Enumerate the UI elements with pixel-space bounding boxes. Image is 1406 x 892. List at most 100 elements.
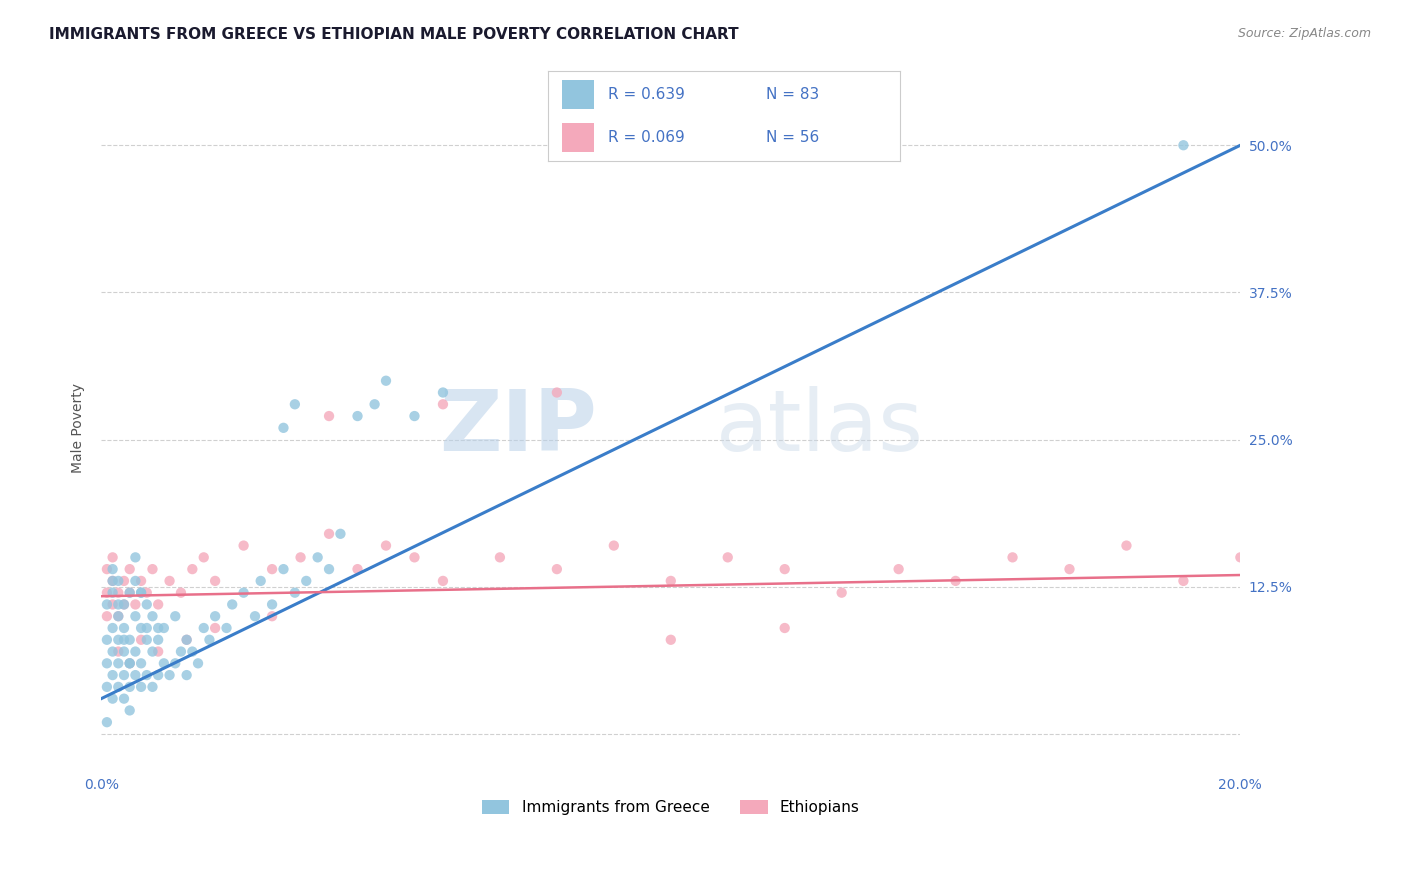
Point [124,609,146,624]
Point [118,657,141,671]
Point [546,562,568,576]
Text: Source: ZipAtlas.com: Source: ZipAtlas.com [1237,27,1371,40]
Point [135,668,157,682]
Point [118,585,141,599]
Point [112,574,135,588]
Point [129,621,152,635]
Point [146,644,169,658]
Point [262,609,284,624]
Point [118,657,141,671]
Point [146,621,169,635]
Point [146,632,169,647]
Point [129,585,152,599]
Point [204,574,226,588]
Point [193,621,215,635]
Point [146,598,169,612]
Legend: Immigrants from Greece, Ethiopians: Immigrants from Greece, Ethiopians [474,793,868,823]
Text: ZIP: ZIP [439,386,596,469]
Point [375,374,398,388]
Point [204,621,226,635]
Point [107,680,129,694]
Point [141,562,163,576]
Point [232,539,254,553]
Text: N = 83: N = 83 [766,87,820,102]
Point [176,632,198,647]
Point [181,562,204,576]
Point [153,657,176,671]
Point [603,539,626,553]
Point [318,409,340,423]
Point [101,668,124,682]
Point [129,574,152,588]
Point [1115,539,1137,553]
Point [165,609,187,624]
Point [107,574,129,588]
Point [135,632,157,647]
Point [101,621,124,635]
Point [96,598,118,612]
Text: atlas: atlas [717,386,924,469]
Point [107,609,129,624]
Point [249,574,271,588]
Point [107,609,129,624]
Point [717,550,740,565]
Point [887,562,910,576]
Point [232,585,254,599]
Point [124,550,146,565]
Point [101,598,124,612]
Point [135,598,157,612]
Point [159,668,181,682]
Point [141,644,163,658]
Point [187,657,209,671]
Point [101,691,124,706]
Point [124,598,146,612]
Point [135,585,157,599]
FancyBboxPatch shape [562,80,595,109]
Point [659,574,682,588]
Point [107,644,129,658]
Point [107,657,129,671]
Point [193,550,215,565]
Point [284,397,307,411]
Point [773,621,796,635]
Point [432,397,454,411]
Point [404,409,426,423]
Point [112,598,135,612]
Point [129,680,152,694]
Point [1173,574,1195,588]
Point [1059,562,1081,576]
Point [546,385,568,400]
Point [112,621,135,635]
Point [1229,550,1251,565]
Point [284,585,307,599]
Point [181,644,204,658]
Text: R = 0.069: R = 0.069 [609,130,685,145]
Point [204,609,226,624]
Point [153,621,176,635]
Point [101,644,124,658]
Point [221,598,243,612]
Text: IMMIGRANTS FROM GREECE VS ETHIOPIAN MALE POVERTY CORRELATION CHART: IMMIGRANTS FROM GREECE VS ETHIOPIAN MALE… [49,27,738,42]
Point [101,574,124,588]
Point [112,598,135,612]
Point [129,657,152,671]
Point [146,668,169,682]
Point [273,421,295,435]
Point [329,526,352,541]
Point [432,574,454,588]
Point [107,585,129,599]
Point [198,632,221,647]
Point [318,562,340,576]
Point [135,621,157,635]
Point [118,562,141,576]
Point [346,409,368,423]
Point [112,691,135,706]
Point [659,632,682,647]
Point [243,609,266,624]
Point [118,703,141,717]
Point [118,585,141,599]
Point [404,550,426,565]
Point [262,562,284,576]
Text: N = 56: N = 56 [766,130,820,145]
Point [262,598,284,612]
